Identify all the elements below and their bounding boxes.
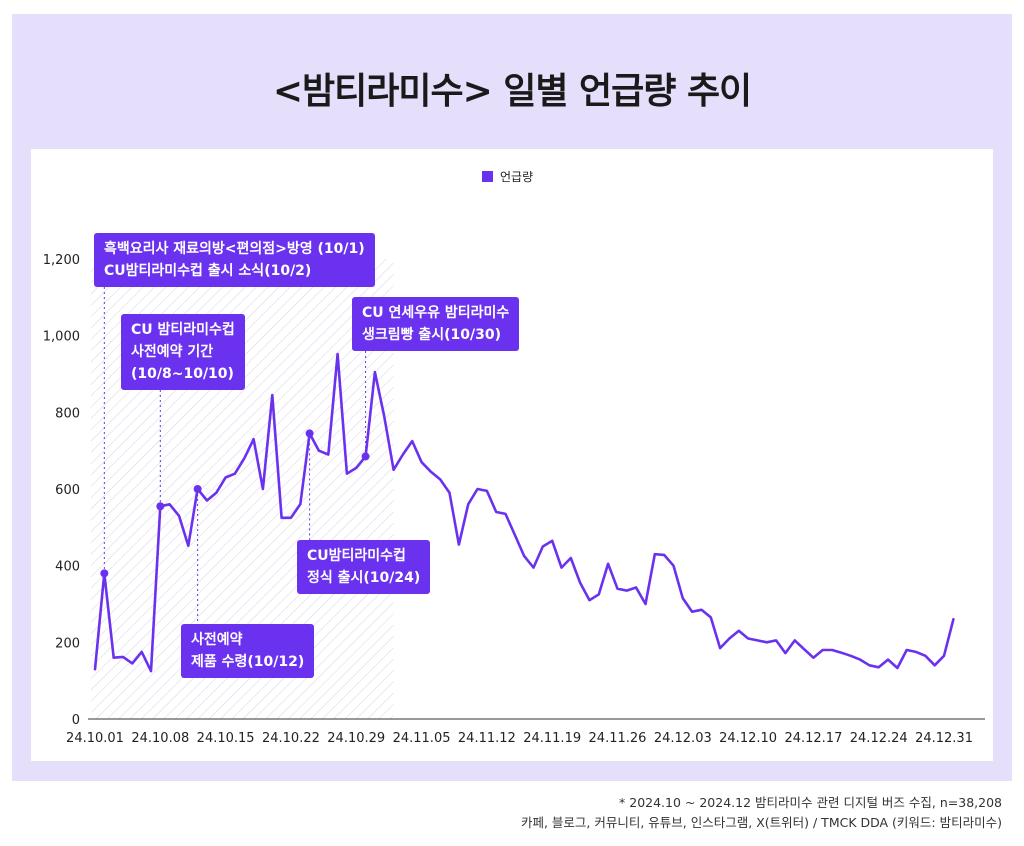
annotation-chef-broadcast: 흑백요리사 재료의방<편의점>방영 (10/1) CU밤티라미수컵 출시 소식(… [94,233,375,287]
chart-title: <밤티라미수> 일별 언급량 추이 [272,71,752,112]
x-tick-label: 24.10.15 [197,731,255,746]
event-marker [100,569,109,578]
x-tick-label: 24.10.01 [66,731,124,746]
x-tick-label: 24.12.24 [850,731,908,746]
annotation-line: (10/8~10/10) [131,366,234,382]
y-tick-label: 1,200 [43,253,80,268]
annotation-preorder-period: CU 밤티라미수컵 사전예약 기간 (10/8~10/10) [121,314,245,390]
event-marker [361,452,370,461]
annotation-line: 생크림빵 출시(10/30) [362,327,502,343]
event-marker [193,485,202,493]
annotation-preorder-pickup: 사전예약 제품 수령(10/12) [181,624,315,678]
x-tick-label: 24.12.17 [784,731,842,746]
series-line-mentions [93,352,955,673]
event-marker [156,502,165,511]
y-tick-label: 0 [72,713,80,728]
x-tick-label: 24.11.12 [458,731,516,746]
y-tick-label: 400 [55,560,80,575]
annotation-line: CU밤티라미수컵 출시 소식(10/2) [104,263,312,279]
y-tick-label: 200 [55,636,80,651]
x-tick-label: 24.10.29 [327,731,385,746]
x-tick-label: 24.10.22 [262,731,320,746]
annotation-line: 흑백요리사 재료의방<편의점>방영 (10/1) [104,241,365,257]
footnote-source: * 2024.10 ~ 2024.12 밤티라미수 관련 디지털 버즈 수집, … [619,795,1002,810]
annotation-line: 정식 출시(10/24) [307,570,421,586]
x-tick-label: 24.11.05 [393,731,451,746]
x-tick-label: 24.10.08 [131,731,189,746]
x-tick-label: 24.12.03 [654,731,712,746]
legend-swatch [482,171,493,182]
annotation-line: CU 밤티라미수컵 [131,322,235,338]
annotation-line: CU 연세우유 밤티라미수 [362,305,510,321]
footnote: * 2024.10 ~ 2024.12 밤티라미수 관련 디지털 버즈 수집, … [521,793,1002,833]
x-tick-label: 24.12.31 [915,731,973,746]
x-tick-label: 24.11.19 [523,731,581,746]
y-tick-label: 800 [55,406,80,421]
annotation-line: 제품 수령(10/12) [191,654,305,670]
annotation-cream-bread-launch: CU 연세우유 밤티라미수 생크림빵 출시(10/30) [352,297,520,351]
y-tick-label: 600 [55,483,80,498]
footnote-channels: 카페, 블로그, 커뮤니티, 유튜브, 인스타그램, X(트위터) / TMCK… [520,815,1002,830]
event-marker [305,429,314,438]
x-tick-label: 24.12.10 [719,731,777,746]
annotation-line: 사전예약 [191,632,243,648]
annotation-official-launch: CU밤티라미수컵 정식 출시(10/24) [297,540,431,594]
x-tick-label: 24.11.26 [589,731,647,746]
annotation-line: 사전예약 기간 [131,344,214,360]
annotation-line: CU밤티라미수컵 [307,548,406,564]
y-tick-label: 1,000 [43,330,80,345]
legend-label: 언급량 [500,170,533,184]
